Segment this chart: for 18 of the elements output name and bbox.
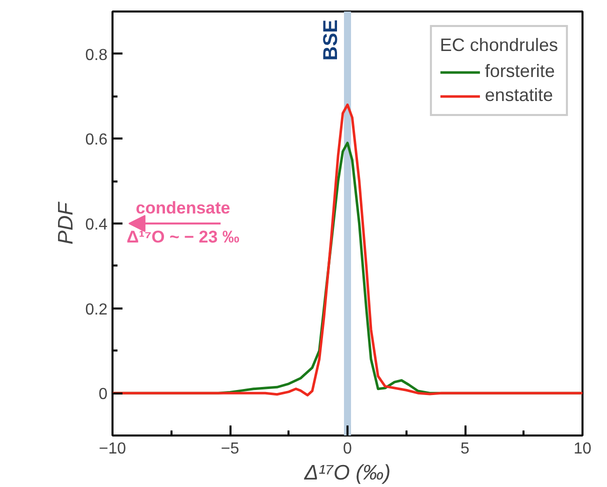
y-axis-title: PDF bbox=[54, 201, 78, 244]
x-tick-label: 0 bbox=[343, 440, 352, 458]
y-tick-label: 0.6 bbox=[85, 132, 108, 149]
legend-label: forsterite bbox=[484, 61, 555, 82]
x-tick-label: −5 bbox=[220, 440, 240, 458]
y-tick-label: 0.8 bbox=[85, 46, 108, 64]
x-tick-label: 5 bbox=[460, 440, 470, 458]
legend-title: EC chondrules bbox=[440, 35, 558, 56]
y-tick-label: 0.4 bbox=[85, 216, 108, 234]
annotation: condensate bbox=[136, 198, 230, 218]
y-tick-label: 0.2 bbox=[85, 301, 108, 318]
x-axis-title: Δ¹⁷O (‰) bbox=[303, 462, 391, 484]
x-tick-label: −10 bbox=[98, 440, 126, 458]
x-tick-label: 10 bbox=[574, 440, 592, 458]
annotation: Δ¹⁷O ~ − 23 ‰ bbox=[126, 228, 240, 246]
legend-label: enstatite bbox=[484, 85, 553, 106]
y-tick-label: 0 bbox=[98, 386, 108, 404]
band-label: BSE bbox=[320, 20, 342, 61]
